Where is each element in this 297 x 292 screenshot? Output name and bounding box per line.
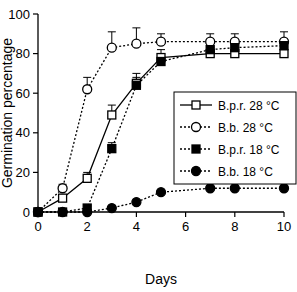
y-tick-label: 20 — [16, 165, 30, 180]
data-point — [132, 198, 141, 207]
data-point — [34, 208, 43, 217]
error-cap — [206, 33, 214, 34]
data-point — [107, 43, 116, 52]
x-tick — [136, 212, 137, 217]
data-point — [59, 194, 67, 202]
data-point — [231, 44, 239, 52]
y-tick — [33, 13, 38, 14]
x-tick-label: 4 — [133, 219, 140, 234]
error-cap — [157, 49, 165, 50]
x-tick-label: 8 — [231, 219, 238, 234]
data-point — [132, 81, 140, 89]
data-point — [83, 208, 92, 217]
data-point — [83, 85, 92, 94]
legend-label: B.p.r. 28 °C — [218, 99, 280, 113]
y-tick — [33, 53, 38, 54]
data-point — [59, 208, 67, 216]
y-tick — [33, 93, 38, 94]
legend-label: B.p.r. 18 °C — [218, 143, 280, 157]
data-point — [280, 42, 288, 50]
x-tick-label: 0 — [34, 219, 41, 234]
error-cap — [83, 77, 91, 78]
data-point — [34, 208, 43, 217]
legend-label: B.b. 18 °C — [218, 165, 273, 179]
data-point — [108, 145, 116, 153]
y-axis-label: Germination percentage — [0, 38, 15, 188]
data-point — [206, 184, 215, 193]
data-point — [157, 58, 165, 66]
data-point — [157, 37, 166, 46]
y-tick-label: 60 — [16, 86, 30, 101]
data-point — [132, 39, 141, 48]
series-line — [38, 54, 284, 212]
y-tick-label: 40 — [16, 125, 30, 140]
y-tick-label: 0 — [23, 205, 30, 220]
data-point — [230, 184, 239, 193]
legend-marker — [192, 145, 200, 153]
data-point — [280, 50, 288, 58]
legend-marker — [192, 101, 200, 109]
series-line — [38, 188, 284, 212]
series-line — [38, 46, 284, 212]
error-cap — [132, 73, 140, 74]
data-point — [157, 188, 166, 197]
legend-marker — [192, 123, 201, 132]
y-tick — [33, 132, 38, 133]
y-tick — [33, 172, 38, 173]
x-tick-label: 10 — [277, 219, 291, 234]
error-cap — [157, 33, 165, 34]
data-point — [58, 184, 67, 193]
legend-label: B.b. 28 °C — [218, 121, 273, 135]
error-cap — [280, 31, 288, 32]
legend-box — [174, 92, 296, 184]
data-point — [83, 174, 91, 182]
y-tick-label: 100 — [8, 7, 30, 22]
legend: B.p.r. 28 °C B.b. 28 °C B.p.r. 18 °C B.b. 1… — [174, 92, 296, 184]
legend-marker — [192, 167, 201, 176]
data-point — [107, 204, 116, 213]
data-point — [280, 184, 289, 193]
error-cap — [231, 33, 239, 34]
data-point — [58, 208, 67, 217]
data-point — [34, 208, 42, 216]
error-cap — [132, 27, 140, 28]
plot-marks — [34, 28, 289, 217]
error-cap — [108, 105, 116, 106]
x-tick — [234, 212, 235, 217]
x-tick — [283, 212, 284, 217]
data-point — [108, 111, 116, 119]
series-line — [38, 42, 284, 212]
chart: 0246810020406080100DaysGermination perce… — [0, 0, 297, 292]
data-point — [206, 46, 214, 54]
data-point — [206, 37, 215, 46]
data-point — [34, 208, 42, 216]
error-cap — [108, 31, 116, 32]
y-tick-label: 80 — [16, 46, 30, 61]
x-axis-label: Days — [145, 271, 177, 287]
y-axis — [37, 14, 38, 212]
x-tick-label: 6 — [182, 219, 189, 234]
x-tick-label: 2 — [84, 219, 91, 234]
x-tick — [185, 212, 186, 217]
error-cap — [132, 77, 140, 78]
